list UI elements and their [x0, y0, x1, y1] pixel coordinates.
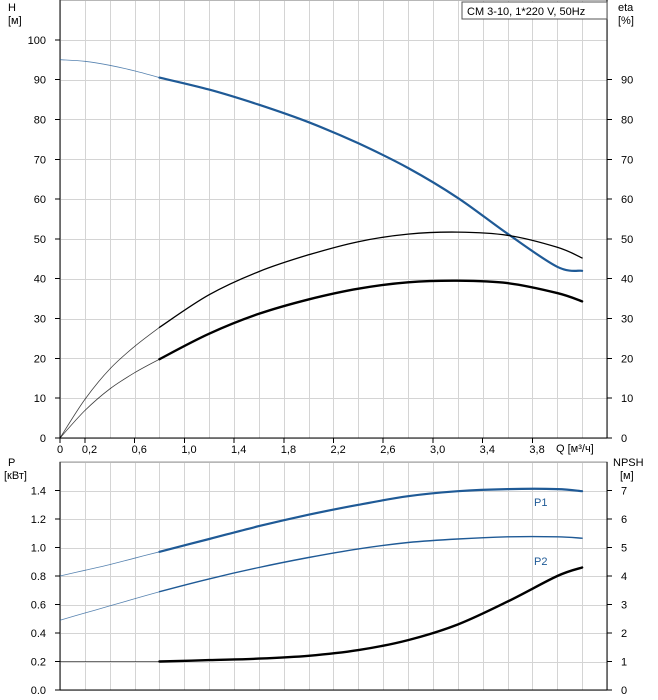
top-right-tick-label: 80: [621, 114, 633, 126]
top-x-tick-label: 1,4: [231, 444, 246, 456]
top-left-axis-label: H: [8, 2, 16, 14]
legend-title: CM 3-10, 1*220 V, 50Hz: [467, 6, 585, 18]
bottom-left-tick-label: 0.4: [31, 628, 46, 640]
top-x-tick-label: 2,6: [380, 444, 395, 456]
legend-box: [461, 1, 608, 20]
top-x-ticks: 0 0,2 0,6 1,0 1,4 1,8 2,2 2,6 3,0 3,4 3,8: [57, 438, 545, 456]
top-right-axis-unit: [%]: [618, 15, 634, 27]
bottom-series-2-line: [158, 566, 584, 663]
bottom-right-y-ticks: 0 1 2 3 4 5 6 7: [607, 486, 627, 697]
top-series-1-line: [158, 231, 583, 328]
bottom-left-tick-label: 0.2: [31, 657, 46, 669]
top-right-tick-label: 60: [621, 194, 633, 206]
bottom-right-axis-label: NPSH: [613, 457, 644, 469]
top-left-tick-label: 30: [34, 314, 46, 326]
top-right-tick-label: 70: [621, 154, 633, 166]
bottom-left-axis-unit: [кВт]: [4, 470, 27, 482]
bottom-series: [59, 487, 584, 663]
top-x-tick-label: 1,0: [181, 444, 196, 456]
top-right-tick-label: 30: [621, 314, 633, 326]
top-x-tick-label: 3,4: [480, 444, 495, 456]
bottom-series-p1-extrapolation: [59, 551, 160, 577]
bottom-series-p2-line: [158, 535, 583, 593]
top-series-0-extrapolation: [59, 59, 160, 78]
top-left-tick-label: 40: [34, 274, 46, 286]
top-right-tick-label: 20: [621, 353, 633, 365]
bottom-right-tick-label: 4: [621, 571, 627, 583]
bottom-right-tick-label: 5: [621, 543, 627, 555]
bottom-left-tick-label: 0.0: [31, 685, 46, 697]
top-x-tick-label: 0: [57, 444, 63, 456]
top-right-tick-label: 90: [621, 75, 633, 87]
top-left-tick-label: 80: [34, 114, 46, 126]
top-series-0-line: [158, 76, 584, 272]
bottom-right-tick-label: 3: [621, 600, 627, 612]
series-label-p2: P2: [534, 556, 547, 568]
top-right-y-ticks: 0 10 20 30 40 50 60 70 80 90: [607, 75, 633, 445]
top-left-tick-label: 20: [34, 353, 46, 365]
bottom-series-p1-line: [158, 487, 584, 553]
bottom-left-tick-label: 1.4: [31, 486, 46, 498]
top-grid: [60, 0, 608, 439]
top-left-tick-label: 100: [28, 35, 46, 47]
top-x-tick-label: 0,6: [132, 444, 147, 456]
bottom-right-tick-label: 2: [621, 628, 627, 640]
top-x-tick-label: 3,8: [529, 444, 544, 456]
bottom-left-y-ticks: 0.0 0.2 0.4 0.6 0.8 1.0 1.2 1.4: [31, 486, 60, 697]
top-left-tick-label: 90: [34, 75, 46, 87]
top-left-tick-label: 70: [34, 154, 46, 166]
top-left-y-ticks: 0 10 20 30 40 50 60 70 80 90 100: [28, 35, 60, 445]
top-x-tick-label: 0,2: [82, 444, 97, 456]
top-x-axis-label: Q [м³/ч]: [556, 443, 594, 455]
top-left-tick-label: 0: [40, 433, 46, 445]
bottom-left-tick-label: 1.0: [31, 543, 46, 555]
top-left-axis-unit: [м]: [8, 15, 22, 27]
top-right-tick-label: 0: [621, 433, 627, 445]
top-panel: 0 10 20 30 40 50 60 70 80 90 100 0 10 20 30 40 50 60 70 80…: [8, 0, 634, 456]
top-left-tick-label: 10: [34, 393, 46, 405]
top-series-2-line: [158, 279, 584, 361]
top-x-tick-label: 1,8: [281, 444, 296, 456]
top-right-tick-label: 10: [621, 393, 633, 405]
bottom-series-p2-extrapolation: [59, 591, 160, 621]
bottom-left-tick-label: 0.8: [31, 571, 46, 583]
bottom-panel: 0.0 0.2 0.4 0.6 0.8 1.0 1.2 1.4 0 1 2 3 4 5 6 7 P [кВт…: [4, 457, 644, 697]
top-right-axis-label: eta: [618, 2, 634, 14]
bottom-left-tick-label: 1.2: [31, 514, 46, 526]
top-series: [59, 59, 584, 439]
top-right-tick-label: 50: [621, 234, 633, 246]
bottom-right-tick-label: 0: [621, 685, 627, 697]
bottom-right-axis-unit: [м]: [620, 470, 634, 482]
top-right-tick-label: 40: [621, 274, 633, 286]
bottom-right-tick-label: 6: [621, 514, 627, 526]
series-label-p1: P1: [534, 497, 547, 509]
bottom-right-tick-label: 1: [621, 657, 627, 669]
bottom-grid: [60, 462, 608, 691]
top-series-2-extrapolation: [59, 358, 160, 439]
top-x-tick-label: 2,2: [331, 444, 346, 456]
bottom-left-axis-label: P: [8, 457, 15, 469]
bottom-left-tick-label: 0.6: [31, 600, 46, 612]
top-left-tick-label: 50: [34, 234, 46, 246]
top-left-tick-label: 60: [34, 194, 46, 206]
bottom-right-tick-label: 7: [621, 486, 627, 498]
top-x-tick-label: 3,0: [430, 444, 445, 456]
top-series-1-extrapolation: [59, 326, 160, 439]
